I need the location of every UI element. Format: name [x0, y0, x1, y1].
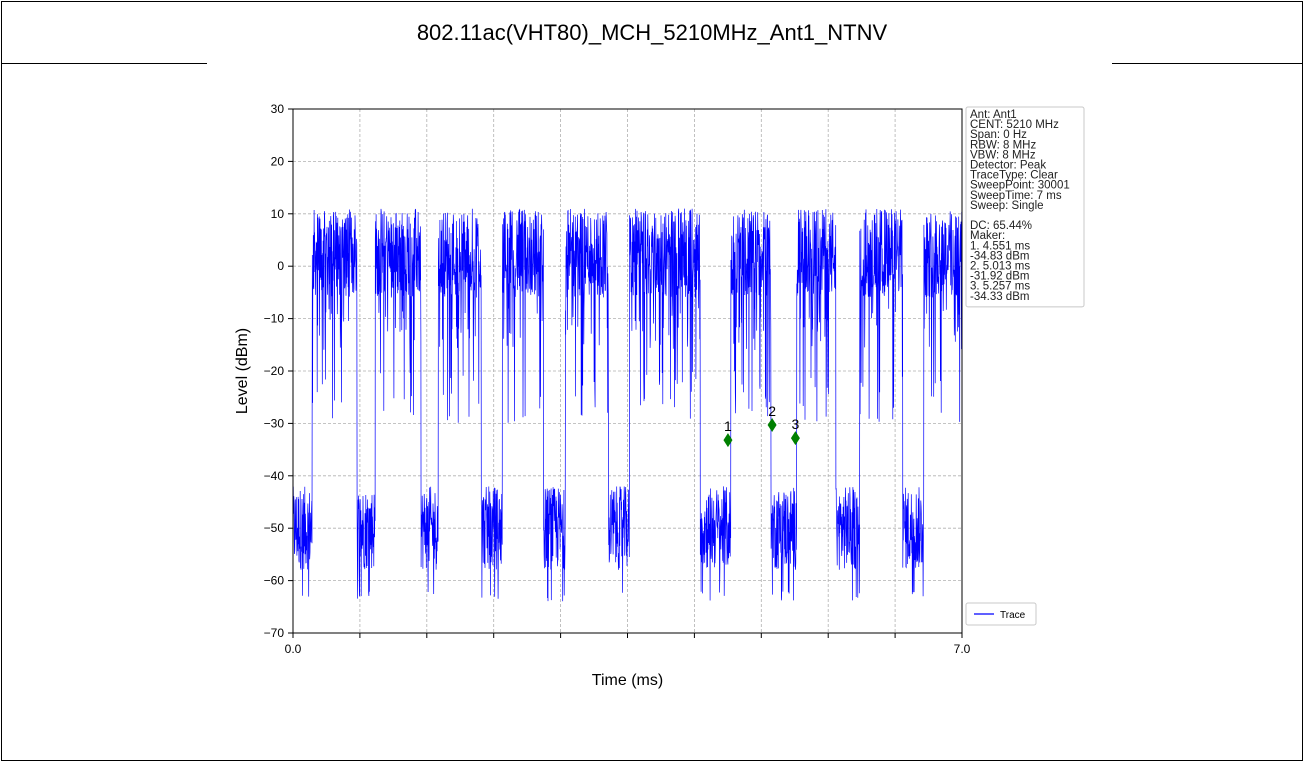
- info-line: SweepTime: 7 ms: [970, 190, 1062, 202]
- y-tick-label: 20: [271, 154, 285, 168]
- legend: Trace: [965, 602, 1037, 626]
- trace-layer: [292, 208, 963, 602]
- info-line: SweepPoint: 30001: [970, 180, 1070, 192]
- x-axis-label: Time (ms): [592, 672, 663, 689]
- info-line: Sweep: Single: [970, 200, 1044, 212]
- info-line: CENT: 5210 MHz: [970, 119, 1059, 131]
- chart-title: 802.11ac(VHT80)_MCH_5210MHz_Ant1_NTNV: [2, 2, 1302, 64]
- marker-label: 3: [792, 416, 800, 432]
- info-line: -34.33 dBm: [970, 291, 1029, 303]
- spectrum-chart: 30 20 10 0 −10 −20 −30 −40 −50 −60 −700.0 7.0 1 23 T…: [207, 63, 1112, 735]
- y-tick-label: −30: [264, 416, 285, 430]
- info-box-frame: [965, 106, 1085, 308]
- y-tick-label: −70: [264, 626, 285, 640]
- info-line: 3. 5.257 ms: [970, 281, 1030, 293]
- trace-line: [292, 208, 963, 602]
- marker-diamond: [790, 431, 800, 446]
- info-line: Maker:: [970, 230, 1005, 242]
- y-tick-label: 10: [271, 207, 285, 221]
- y-tick-label: −20: [264, 364, 285, 378]
- marker-diamond: [723, 433, 733, 448]
- y-tick-label: −60: [264, 574, 285, 588]
- info-line: RBW: 8 MHz: [970, 139, 1036, 151]
- info-line: -31.92 dBm: [970, 271, 1029, 283]
- y-tick-label: −50: [264, 521, 285, 535]
- legend-frame: [965, 602, 1037, 626]
- info-line: 2. 5.013 ms: [970, 261, 1030, 273]
- marker-layer: 1 23: [723, 403, 800, 448]
- x-tick-label: 0.0: [285, 642, 302, 656]
- y-tick-label: 0: [277, 259, 284, 273]
- info-line: -34.83 dBm: [970, 250, 1029, 262]
- axis-ticks: 30 20 10 0 −10 −20 −30 −40 −50 −60 −700.0 7.0: [264, 102, 971, 656]
- marker-label: 1: [724, 418, 732, 434]
- info-line: Span: 0 Hz: [970, 129, 1027, 141]
- legend-entry: Trace: [1000, 610, 1026, 621]
- y-tick-label: −10: [264, 312, 285, 326]
- info-line: Detector: Peak: [970, 160, 1046, 172]
- y-axis-label: Level (dBm): [234, 328, 251, 414]
- marker-diamond: [767, 417, 777, 432]
- info-line: TraceType: Clear: [970, 170, 1058, 182]
- marker-label: 2: [768, 403, 776, 419]
- info-line: Ant: Ant1: [970, 109, 1017, 121]
- x-tick-label: 7.0: [954, 642, 971, 656]
- info-line: VBW: 8 MHz: [970, 149, 1036, 161]
- y-tick-label: 30: [271, 102, 285, 116]
- info-line: 1. 4.551 ms: [970, 240, 1030, 252]
- y-tick-label: −40: [264, 469, 285, 483]
- info-line: DC: 65.44%: [970, 220, 1032, 232]
